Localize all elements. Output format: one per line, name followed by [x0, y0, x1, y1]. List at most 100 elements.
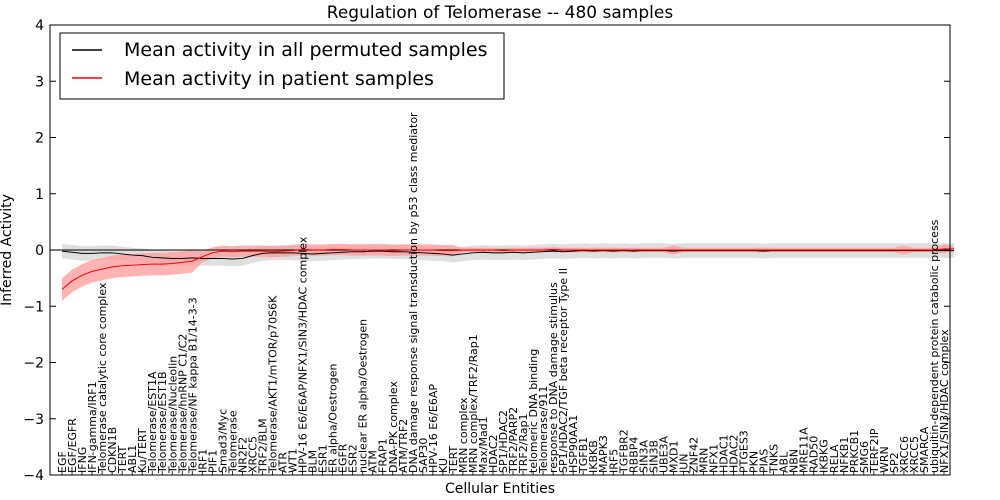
- x-tick-label: Ku/TERT: [136, 428, 149, 473]
- x-tick-label: TRF2/PARP2: [507, 407, 520, 474]
- x-tick-label: ATM: [367, 450, 380, 473]
- x-tick-label: HPV-16 E6/E6AP: [427, 384, 440, 473]
- x-tick-label: KU: [437, 458, 450, 473]
- x-tick-label: NFX1/SIN3/HDAC complex: [938, 329, 951, 473]
- x-tick-label: HDAC2: [487, 434, 500, 473]
- x-tick-label: Telomerase: [226, 410, 239, 474]
- x-tick-label: PIF1: [206, 450, 219, 473]
- x-tick-label: telomeric DNA binding: [527, 349, 540, 473]
- x-tick-label: Telomerase/EST1A: [146, 371, 159, 474]
- legend-permuted-label: Mean activity in all permuted samples: [124, 39, 487, 61]
- y-tick-label: 0: [35, 243, 44, 259]
- x-tick-label: Telomerase/AKT1/mTOR/p70S6K: [266, 295, 279, 474]
- x-tick-label: TRF2/BLM: [256, 418, 269, 474]
- x-tick-label: ABL: [778, 451, 791, 473]
- x-tick-label: nuclear ER alpha/Oestrogen: [357, 319, 370, 473]
- y-tick-label: −3: [23, 412, 44, 428]
- x-tick-label: SIN3B: [647, 440, 660, 473]
- x-tick-label: ZNF42: [687, 437, 700, 473]
- x-tick-label: RBBP4: [627, 437, 640, 473]
- x-tick-label: DNA damage response signal transduction …: [407, 112, 420, 473]
- x-tick-label: PIAS: [758, 449, 771, 473]
- x-tick-label: SAP30: [417, 438, 430, 473]
- chart-title: Regulation of Telomerase -- 480 samples: [327, 3, 674, 23]
- x-tick-label: Telomerase/Nucleolin: [166, 356, 179, 474]
- x-tick-label: XRCC5: [908, 436, 921, 473]
- y-tick-label: 2: [35, 131, 44, 147]
- x-tick-label: SP1/HDAC2/TGF beta receptor Type II: [557, 268, 570, 473]
- x-tick-label: Telomerase/EST1B: [156, 371, 169, 474]
- legend-box: [59, 32, 505, 100]
- x-tick-label: UBE3A: [657, 435, 670, 473]
- x-tick-label: ESR2: [347, 444, 360, 473]
- series-line-patient: [61, 248, 955, 290]
- x-tick-label: MXD1: [667, 441, 680, 474]
- x-tick-label: ATR: [277, 452, 290, 473]
- x-tick-label: TGFBR2: [617, 429, 630, 474]
- x-tick-label: ABL1: [126, 445, 139, 473]
- x-tick-label: TERF2IP: [868, 428, 881, 474]
- x-tick-label: RAD50: [808, 436, 821, 473]
- x-tick-label: Telomerase/hnRNP C1/C2: [176, 334, 189, 474]
- x-tick-label: TERT: [447, 445, 460, 474]
- x-tick-label: NR2F2: [236, 437, 249, 473]
- x-tick-label: Telomerase/NF kappa B1/14-3-3: [186, 297, 199, 474]
- y-tick-label: −2: [23, 356, 44, 372]
- x-tick-label: XRCC6: [898, 436, 911, 473]
- x-tick-label: WT1: [287, 448, 300, 473]
- x-tick-label: NFX1: [707, 444, 720, 473]
- x-tick-label: Telomerase/911: [537, 386, 550, 474]
- x-tick-label: EGF: [56, 451, 69, 473]
- x-tick-label: IFNG: [76, 447, 89, 473]
- x-tick-label: MRN complex: [457, 397, 470, 473]
- x-tick-label: CDKN1B: [106, 427, 119, 473]
- y-tick-label: 4: [35, 18, 44, 34]
- x-tick-label: MRE11A: [798, 427, 811, 473]
- x-tick-label: XRCC5: [246, 436, 259, 473]
- x-tick-label: HDAC1: [718, 434, 731, 473]
- y-tick-label: 3: [35, 74, 44, 90]
- x-tick-label: RELA: [828, 444, 841, 473]
- x-tick-label: NFKB1: [838, 437, 851, 473]
- x-tick-label: MRN complex/TRF2/Rap1: [467, 334, 480, 473]
- series-line-permuted: [61, 250, 955, 260]
- x-tick-label: PRKCB1: [848, 430, 861, 473]
- x-tick-label: response to DNA damage stimulus: [547, 282, 560, 473]
- x-tick-label: TGFB1: [577, 437, 590, 474]
- x-tick-label: TNKS: [768, 444, 781, 474]
- x-tick-label: Telomerase catalytic core complex: [96, 282, 109, 474]
- x-tick-label: MAPK3: [597, 435, 610, 473]
- x-tick-label: SIN3A: [637, 440, 650, 473]
- x-tick-label: BLM: [307, 450, 320, 473]
- x-tick-label: PKN: [748, 451, 761, 473]
- x-tick-label: WRN: [878, 446, 891, 473]
- x-tick-label: NBN: [788, 449, 801, 473]
- x-tick-label: ATM/TRF2: [397, 419, 410, 473]
- y-axis-label: Inferred Activity: [0, 194, 15, 306]
- x-tick-label: Max/Mad1: [477, 416, 490, 473]
- x-tick-label: EGFR: [337, 443, 350, 473]
- legend-patient-label: Mean activity in patient samples: [124, 68, 434, 90]
- x-tick-label: IKBKG: [818, 439, 831, 473]
- x-tick-label: HPV-16 E6/E6AP/NFX1/SIN3/HDAC complex: [297, 236, 310, 473]
- x-tick-label: MRN: [697, 448, 710, 473]
- x-tick-label: EGF/EGFR: [66, 418, 79, 473]
- x-tick-label: PTGES3: [738, 430, 751, 473]
- x-tick-label: HDAC2: [728, 434, 741, 473]
- x-tick-label: IRF1: [196, 449, 209, 473]
- x-tick-label: FRAP1: [377, 438, 390, 473]
- plot-area: −4 −3 −2 −1 0 1 2 3 4 EGFEGF/EGFRIFNGIFN-gamma/IR…: [23, 18, 955, 484]
- x-tick-label: ER alpha/Oestrogen: [327, 363, 340, 473]
- x-tick-label: IKBKB: [587, 440, 600, 473]
- x-tick-label: SP1/HDAC2: [497, 410, 510, 473]
- y-tick-label: −1: [23, 299, 44, 315]
- y-tick-label: −4: [23, 468, 44, 484]
- x-tick-label: IRF5: [607, 449, 620, 473]
- x-tick-label: SMG6: [858, 441, 871, 473]
- x-tick-label: SMARCA: [918, 426, 931, 473]
- x-tick-label: ESR1: [317, 444, 330, 473]
- x-tick-label: JUN: [677, 453, 690, 474]
- x-tick-label: IFN-gamma/IRF1: [86, 381, 99, 473]
- x-tick-label: TRF2/Rap1: [517, 413, 530, 474]
